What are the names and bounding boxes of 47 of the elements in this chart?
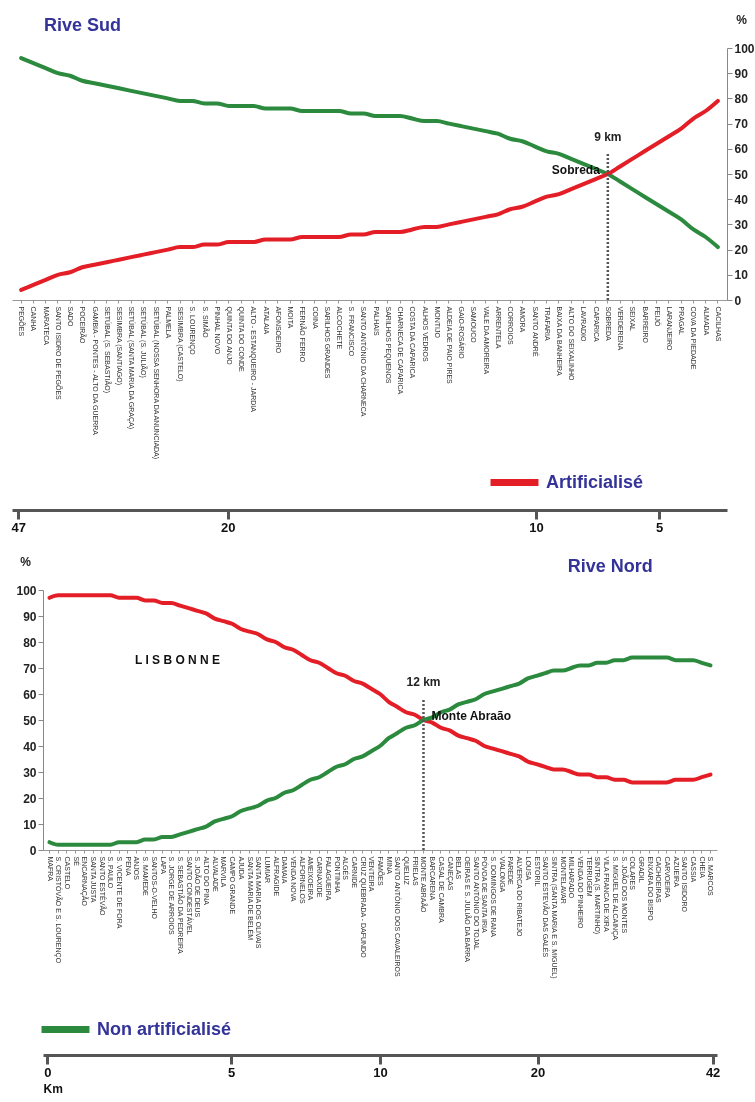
text: 5 xyxy=(656,519,664,535)
y-tick-label: 10 xyxy=(23,817,37,832)
y-tick-label: 60 xyxy=(23,687,37,702)
text: Km xyxy=(43,1081,63,1096)
y-tick-label: 10 xyxy=(734,268,749,283)
y-tick-label: 40 xyxy=(734,192,749,207)
y-tick-label: 80 xyxy=(734,91,749,106)
annotation: Sobreda xyxy=(551,163,601,177)
ref-line-label: 12 km xyxy=(406,675,441,690)
y-tick-label: 70 xyxy=(23,661,37,676)
line-series xyxy=(47,593,713,785)
y-tick-label: 90 xyxy=(734,66,749,81)
line-series xyxy=(19,98,720,292)
y-tick-label: 50 xyxy=(734,167,749,182)
y-tick-label: 100 xyxy=(16,583,37,598)
y-tick-label: 30 xyxy=(23,765,37,780)
text: 42 xyxy=(705,1064,721,1080)
annotation: L I S B O N N E xyxy=(135,653,221,667)
ref-line-label: 9 km xyxy=(594,129,622,144)
text: 10 xyxy=(373,1064,388,1080)
text: 5 xyxy=(228,1064,236,1080)
text: 20 xyxy=(530,1064,546,1080)
chart-title: Rive Sud xyxy=(43,15,121,35)
y-tick-label: 20 xyxy=(23,791,37,806)
y-tick-label: 80 xyxy=(23,635,37,650)
y-tick-label: 100 xyxy=(734,41,755,56)
line-series xyxy=(19,56,720,250)
y-tick-label: 40 xyxy=(23,739,37,754)
y-tick-label: 20 xyxy=(734,243,749,258)
text: 47 xyxy=(11,519,26,535)
y-tick-label: 50 xyxy=(23,713,37,728)
text: 0 xyxy=(44,1064,52,1080)
text: 10 xyxy=(529,519,544,535)
chart-title: Rive Nord xyxy=(567,556,653,576)
y-tick-label: 60 xyxy=(734,142,749,157)
line-series xyxy=(47,655,713,847)
y-axis-title: % xyxy=(20,554,32,569)
annotation: Monte Abraão xyxy=(431,709,512,723)
text: 20 xyxy=(221,519,236,535)
y-tick-label: 30 xyxy=(734,217,749,232)
legend-label: Non artificialisé xyxy=(97,1018,232,1039)
y-tick-label: 70 xyxy=(734,117,749,132)
y-tick-label: 0 xyxy=(29,843,37,858)
y-tick-label: 90 xyxy=(23,609,37,624)
legend-label: Artificialisé xyxy=(546,471,644,492)
y-axis-title: % xyxy=(736,12,748,27)
y-tick-label: 0 xyxy=(734,293,742,308)
